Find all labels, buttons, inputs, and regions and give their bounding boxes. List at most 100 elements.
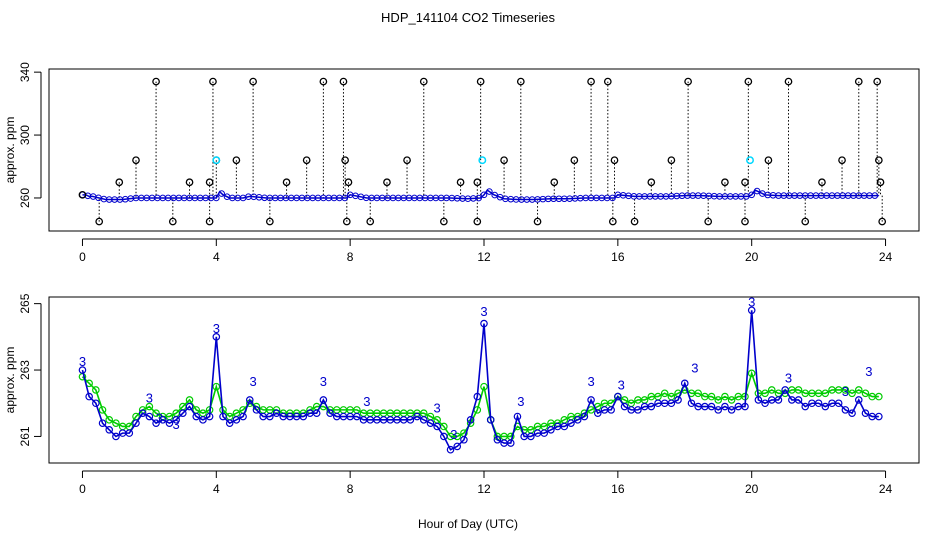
- series-point: [841, 386, 850, 394]
- series-point: [145, 402, 154, 411]
- series-point: [721, 402, 729, 411]
- co2-point: [213, 194, 220, 202]
- series-point: [714, 406, 723, 414]
- y-tick-label: 265: [18, 293, 32, 313]
- y-tick-label: 260: [18, 188, 32, 208]
- spike-marker: [874, 156, 883, 165]
- spike-marker: [516, 77, 525, 86]
- series-point: [721, 392, 729, 401]
- bottom-x-axis: 0 4 8 12 16 20 24: [79, 470, 893, 496]
- series-point: [754, 396, 763, 404]
- series-label: 3: [434, 401, 441, 416]
- y-tick-label: 261: [18, 426, 32, 446]
- series-point: [573, 416, 582, 424]
- x-tick-label: 12: [477, 250, 491, 264]
- spike-marker: [456, 178, 465, 187]
- series-point: [98, 419, 107, 427]
- bottom-y-axis-label: approx. ppm: [3, 347, 17, 414]
- co2-point: [341, 194, 349, 202]
- series-point: [440, 432, 448, 441]
- spike-marker: [265, 217, 274, 226]
- x-tick-label: 0: [79, 482, 86, 496]
- series-label: 3: [865, 364, 872, 379]
- top-panel: 0 4 8 12 16 20 24 260 300 340 approx. ppm: [3, 62, 920, 264]
- x-tick-label: 20: [745, 482, 759, 496]
- series-point: [125, 429, 134, 437]
- top-plot-frame: [48, 68, 920, 232]
- series-point: [580, 412, 589, 421]
- series-point: [848, 389, 856, 398]
- series-point: [714, 396, 723, 404]
- spike-marker: [878, 217, 887, 226]
- series-point: [707, 402, 716, 411]
- spike-marker: [603, 77, 612, 86]
- x-tick-label: 8: [347, 250, 354, 264]
- series-point: [158, 416, 167, 424]
- spike-marker: [341, 156, 349, 165]
- x-tick-label: 0: [79, 250, 86, 264]
- spike-marker: [854, 77, 863, 86]
- co2-point: [609, 194, 616, 202]
- series-point: [92, 386, 100, 394]
- spike-marker: [741, 217, 749, 226]
- series-point: [138, 409, 147, 418]
- series-label: 3: [79, 354, 86, 369]
- spike-marker: [473, 178, 482, 187]
- spike-marker: [610, 156, 619, 165]
- spike-marker: [168, 217, 177, 226]
- spike-marker: [500, 156, 508, 165]
- spike-marker: [209, 77, 217, 86]
- spike-marker: [249, 77, 257, 86]
- series-point: [767, 386, 776, 394]
- series-point: [680, 379, 689, 388]
- spike-marker: [132, 156, 140, 165]
- cyan-marker: [212, 156, 221, 165]
- spike-marker: [684, 77, 692, 86]
- spike-marker: [876, 178, 885, 187]
- top-x-axis: 0 4 8 12 16 20 24: [79, 238, 893, 264]
- bottom-series: [78, 306, 883, 454]
- co2-point: [753, 187, 761, 195]
- series-point: [272, 409, 281, 418]
- spike-marker: [78, 190, 87, 199]
- series-point: [527, 432, 535, 441]
- series-point: [821, 402, 830, 411]
- spike-marker: [205, 178, 214, 187]
- top-y-axis: 260 300 340: [18, 62, 42, 208]
- series-point: [179, 409, 187, 418]
- spike-marker: [873, 77, 882, 86]
- spike-marker: [419, 77, 428, 86]
- series-point: [185, 402, 194, 411]
- series-point: [312, 409, 321, 418]
- spike-marker: [344, 178, 353, 187]
- series-point: [252, 406, 261, 414]
- top-black-markers: [78, 77, 887, 226]
- series-point: [453, 442, 462, 451]
- spike-marker: [744, 77, 753, 86]
- series-point: [212, 333, 221, 341]
- series-point: [199, 416, 207, 424]
- series-point: [620, 402, 629, 411]
- series-point: [694, 389, 702, 398]
- series-point: [105, 416, 114, 424]
- series-label: 3: [691, 361, 698, 376]
- series-label: 3: [842, 384, 849, 399]
- spike-marker: [818, 178, 826, 187]
- series-point: [747, 369, 756, 378]
- x-tick-label: 4: [213, 250, 220, 264]
- co2-point: [480, 191, 488, 199]
- cyan-marker: [746, 156, 754, 165]
- x-tick-label: 24: [879, 482, 893, 496]
- spike-marker: [476, 77, 485, 86]
- x-tick-label: 12: [477, 482, 491, 496]
- series-label: 3: [146, 391, 153, 406]
- spike-marker: [801, 217, 810, 226]
- x-tick-label: 24: [879, 250, 893, 264]
- series-point: [419, 416, 428, 424]
- co2-point: [486, 188, 493, 195]
- series-line: [81, 310, 879, 451]
- series-point: [219, 412, 227, 421]
- series-point: [801, 402, 810, 411]
